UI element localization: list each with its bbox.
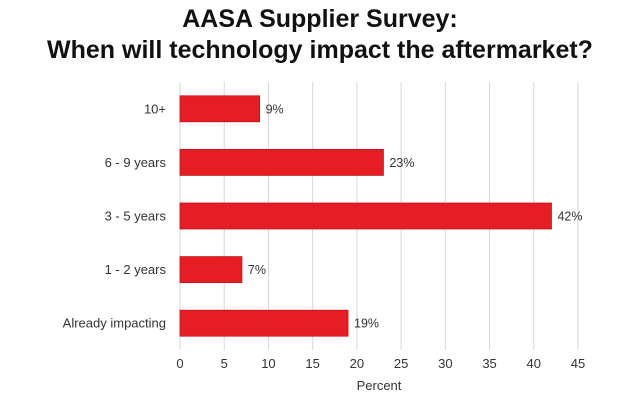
data-label: 9%: [266, 102, 284, 116]
bar: [179, 95, 260, 123]
x-tick-label: 45: [571, 356, 585, 371]
x-tick-label: 15: [305, 356, 319, 371]
category-labels: 10+ 6 - 9 years 3 - 5 years 1 - 2 years Alre…: [63, 101, 167, 330]
bar: [179, 202, 552, 230]
x-axis-label: Percent: [357, 378, 402, 393]
chart-title-line2: When will technology impact the aftermar…: [47, 36, 593, 64]
category-label: 6 - 9 years: [105, 155, 167, 170]
x-tick-label: 10: [261, 356, 275, 371]
x-tick-label: 25: [394, 356, 408, 371]
x-tick-label: 5: [221, 356, 228, 371]
chart-title-line1: AASA Supplier Survey:: [182, 5, 458, 33]
bar: [179, 309, 349, 337]
data-label: 42%: [557, 210, 582, 224]
x-tick-label: 0: [176, 356, 183, 371]
bars: 9% 23% 42% 7% 19%: [179, 95, 582, 337]
category-label: 3 - 5 years: [105, 209, 167, 224]
bar: [179, 148, 384, 176]
x-tick-label: 20: [350, 356, 364, 371]
x-tick-label: 30: [438, 356, 452, 371]
data-label: 19%: [354, 317, 379, 331]
x-tick-labels: 0 5 10 15 20 25 30 35 40 45: [176, 356, 585, 371]
category-label: 1 - 2 years: [105, 262, 167, 277]
data-label: 23%: [389, 156, 414, 170]
bar: [179, 256, 243, 284]
data-label: 7%: [248, 263, 266, 277]
category-label: Already impacting: [63, 316, 166, 331]
category-label: 10+: [144, 101, 166, 116]
x-tick-label: 35: [482, 356, 496, 371]
x-tick-label: 40: [527, 356, 541, 371]
